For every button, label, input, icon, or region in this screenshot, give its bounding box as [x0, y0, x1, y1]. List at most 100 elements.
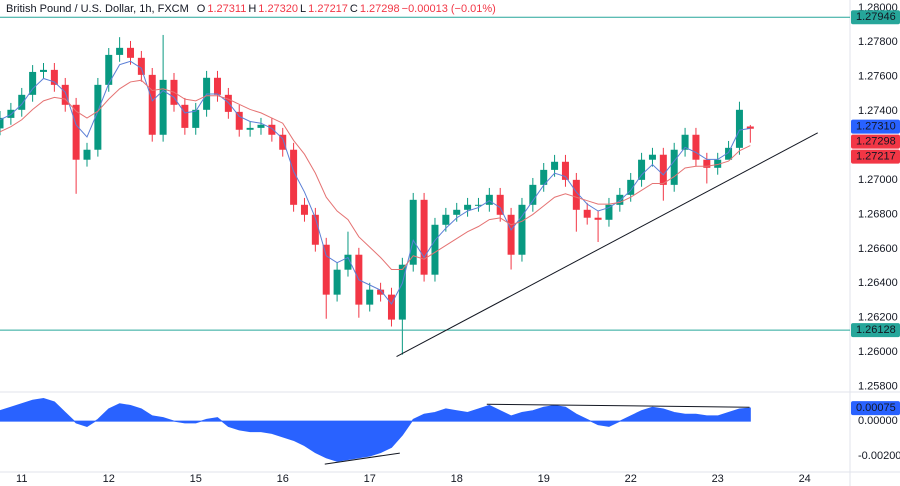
candle-body: [551, 161, 559, 170]
candle-body: [616, 194, 624, 205]
candle-body: [692, 134, 700, 160]
candle-body: [137, 57, 145, 75]
candle-body: [659, 154, 667, 185]
candle-body: [29, 71, 37, 95]
price-label: 1.27946: [856, 11, 896, 23]
candle-body: [507, 214, 515, 255]
y-tick-label: 1.27600: [858, 71, 898, 83]
candle-body: [39, 69, 47, 72]
moving-average: [0, 79, 751, 271]
candle-body: [377, 289, 385, 295]
candle-body: [344, 254, 352, 270]
price-label: 1.27310: [856, 121, 896, 133]
moving-average: [0, 60, 751, 305]
price-label-box: [851, 323, 900, 338]
candle-body: [518, 204, 526, 255]
x-tick-label: 16: [277, 473, 289, 485]
candle-body: [746, 126, 754, 129]
candle-body: [627, 179, 635, 195]
candle-body: [300, 204, 308, 215]
candle-body: [72, 104, 80, 160]
candle-body: [474, 204, 482, 206]
ohlc-key: H: [248, 3, 257, 15]
price-label: 0.00075: [856, 402, 896, 414]
candle-body: [105, 54, 113, 85]
candle-body: [257, 124, 265, 128]
change: −0.00013 (−0.01%): [401, 3, 496, 15]
candle-body: [213, 77, 221, 95]
candle-body: [268, 124, 276, 135]
candle-body: [7, 109, 15, 118]
candle-body: [311, 214, 319, 245]
x-tick-label: 12: [103, 473, 115, 485]
x-tick-label: 18: [451, 473, 463, 485]
header: British Pound / U.S. Dollar, 1h, FXCM O 1.…: [4, 2, 500, 16]
price-label-box: [851, 119, 900, 134]
axes: 1.280001.278001.276001.274001.272001.270…: [16, 2, 900, 485]
candle-body: [387, 294, 395, 320]
candle-body: [279, 134, 287, 150]
x-tick-label: 24: [799, 473, 811, 485]
ohlc-value: 1.27217: [308, 3, 348, 15]
candle-body: [94, 84, 102, 150]
y-tick-label: 1.27000: [858, 174, 898, 186]
candle-body: [398, 264, 406, 320]
candle-body: [442, 214, 450, 225]
ohlc-value: 1.27320: [258, 3, 299, 15]
candle-body: [290, 149, 298, 205]
candle-body: [735, 109, 743, 148]
x-tick-label: 22: [625, 473, 637, 485]
candle-body: [431, 224, 439, 275]
candle-body: [420, 199, 428, 275]
ohlc-key: O: [196, 3, 206, 15]
y-tick-label: 0.00000: [858, 415, 898, 427]
x-tick-label: 17: [364, 473, 376, 485]
candle-body: [561, 161, 569, 180]
candle-body: [192, 109, 200, 128]
price-label: 1.27298: [856, 136, 896, 148]
candle-body: [333, 269, 341, 295]
candle-body: [83, 149, 91, 160]
y-tick-label: 1.25800: [858, 380, 898, 392]
x-tick-label: 15: [190, 473, 202, 485]
candle-body: [0, 117, 4, 129]
ohlc-value: 1.27298: [359, 3, 400, 15]
candle-body: [126, 47, 134, 58]
ohlc-key: L: [300, 3, 307, 15]
candle-body: [529, 184, 537, 205]
candle-body: [540, 169, 548, 185]
trendline: [486, 403, 750, 408]
x-tick-label: 19: [538, 473, 550, 485]
candle-body: [148, 74, 156, 135]
candle-body: [572, 179, 580, 210]
candle-body: [725, 147, 733, 160]
candle-body: [583, 209, 591, 218]
symbol-title: British Pound / U.S. Dollar, 1h, FXCM: [6, 3, 189, 15]
price-label-box: [851, 10, 900, 25]
candle-body: [409, 199, 417, 265]
candle-body: [714, 159, 722, 168]
oscillator-pane: [0, 397, 751, 465]
ohlc-value: 1.27311: [207, 3, 247, 15]
y-tick-label: 1.26200: [858, 312, 898, 324]
candle-body: [638, 159, 646, 180]
candle-body: [159, 79, 167, 135]
candle-body: [681, 134, 689, 150]
candle-body: [703, 159, 711, 168]
candle-body: [246, 127, 254, 130]
x-tick-label: 23: [712, 473, 724, 485]
price-label: 1.27217: [856, 151, 896, 163]
candle-body: [181, 104, 189, 128]
ohlc-key: C: [349, 3, 358, 15]
candle-body: [464, 204, 472, 210]
candle-body: [496, 194, 504, 215]
price-label-box: [851, 401, 900, 416]
y-tick-label: 1.26400: [858, 277, 898, 289]
candle-body: [18, 94, 26, 110]
y-tick-label: 1.26600: [858, 243, 898, 255]
trendline: [324, 452, 400, 465]
candle-body: [670, 149, 678, 185]
price-label: 1.26128: [856, 324, 896, 336]
trendline: [396, 132, 818, 358]
